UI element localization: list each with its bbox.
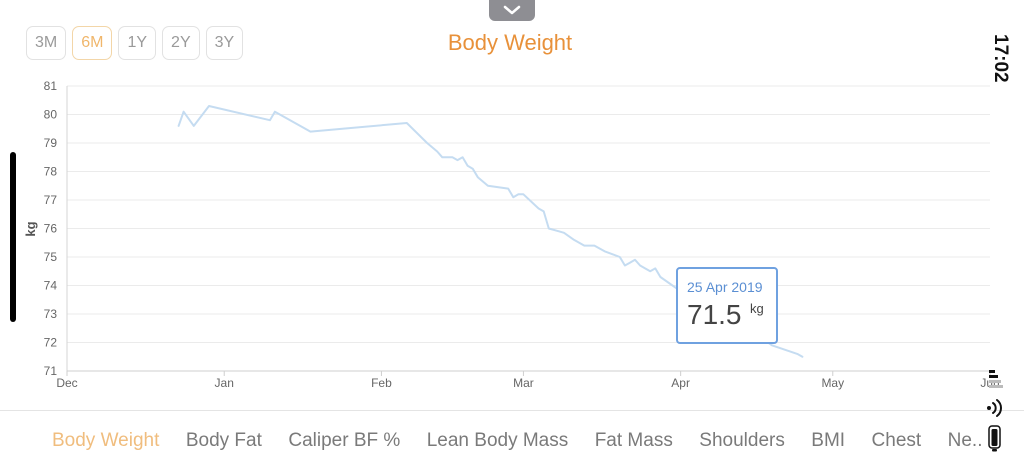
chart-title: Body Weight [447,30,573,55]
y-tick-label: 72 [44,336,58,350]
y-tick-label: 73 [44,307,58,321]
chevron-down-icon [503,5,521,15]
x-tick-label: Dec [56,376,77,390]
axes [66,86,991,376]
x-tick-label: Jan [215,376,234,390]
y-tick-label: 71 [44,364,58,378]
tab-chest[interactable]: Chest [871,430,922,451]
tooltip-date: 25 Apr 2019 [687,279,763,295]
y-tick-label: 74 [44,279,58,293]
y-tick-label: 78 [44,165,58,179]
x-tick-label: Feb [371,376,392,390]
tab-divider [0,410,1024,411]
tab-shoulders[interactable]: Shoulders [699,430,785,451]
tab-body-weight[interactable]: Body Weight [52,430,160,451]
y-axis-label: kg [23,221,38,236]
y-tick-label: 81 [44,79,58,93]
tab-lean-body-mass[interactable]: Lean Body Mass [426,430,569,451]
series-line [177,105,804,358]
status-icons [987,370,1003,452]
metric-tab-bar: Body Weight Body Fat Caliper BF % Lean B… [52,430,982,458]
range-1y-button[interactable]: 1Y [118,26,157,60]
tab-bmi[interactable]: BMI [811,430,846,451]
range-3m-button[interactable]: 3M [26,26,67,60]
wifi-icon [987,399,1002,417]
pull-down-handle[interactable] [489,0,535,21]
y-tick-label: 80 [44,108,58,122]
tab-neck[interactable]: Ne... [947,430,982,451]
tab-fat-mass[interactable]: Fat Mass [594,430,673,451]
y-tick-label: 79 [44,136,58,150]
tab-caliper-bf[interactable]: Caliper BF % [288,430,401,451]
line-chart[interactable]: 71 72 73 74 75 76 77 78 79 80 81 Dec Jan Feb Mar Apr Ma… [0,0,1024,400]
tooltip-value: 71.5 [687,299,742,330]
range-2y-button[interactable]: 2Y [162,26,200,60]
x-tick-label: May [821,376,844,390]
grid-lines [67,85,990,343]
y-tick-label: 75 [44,250,58,264]
range-selector: 3M 6M 1Y 2Y 3Y [26,26,244,60]
value-tooltip: 25 Apr 2019 71.5 kg [676,267,778,344]
home-indicator[interactable] [10,152,16,322]
x-tick-label: Apr [671,376,690,390]
tab-body-fat[interactable]: Body Fat [185,430,262,451]
battery-icon [988,425,1001,452]
series [177,105,804,358]
y-tick-label: 76 [44,222,58,236]
x-tick-labels: DecJanFebMarAprMayJun [56,376,999,390]
x-tick-label: Mar [513,376,534,390]
range-6m-button[interactable]: 6M [72,26,113,60]
range-3y-button[interactable]: 3Y [205,26,244,60]
tooltip-unit: kg [750,301,764,316]
y-tick-labels: 71 72 73 74 75 76 77 78 79 80 81 [44,79,58,378]
cellular-signal-icon [989,370,1003,388]
y-tick-label: 77 [44,193,58,207]
